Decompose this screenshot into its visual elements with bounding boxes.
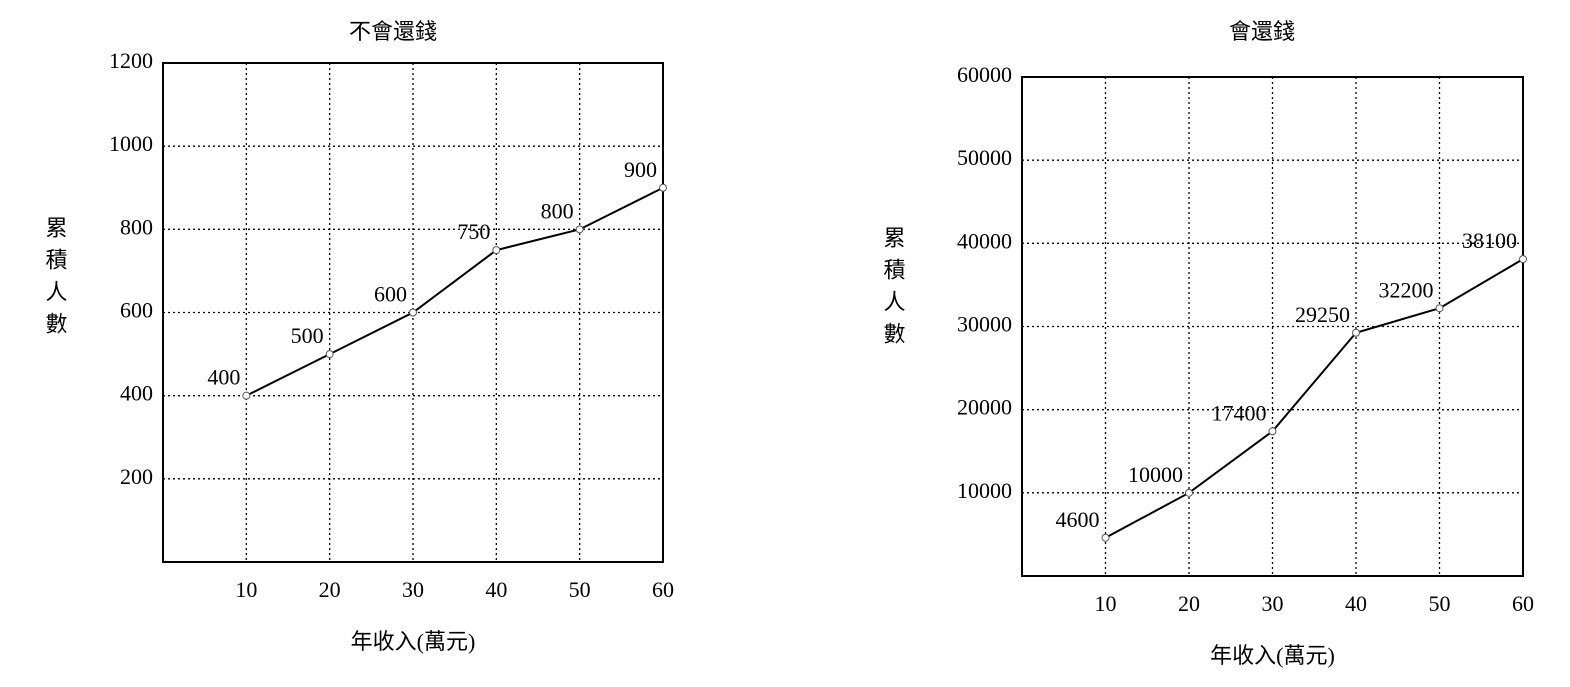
y-tick-label: 10000	[957, 478, 1012, 503]
x-tick-label: 10	[235, 577, 257, 602]
x-tick-label: 30	[1262, 591, 1284, 616]
y-tick-label: 60000	[957, 62, 1012, 87]
point	[1185, 488, 1193, 497]
point	[659, 183, 667, 192]
point	[492, 246, 501, 255]
point	[242, 391, 251, 400]
data-label: 10000	[1128, 462, 1183, 487]
data-label: 29250	[1295, 302, 1350, 327]
y-tick-label: 1200	[109, 48, 153, 73]
plot-frame	[1021, 76, 1524, 577]
x-tick-label: 40	[485, 577, 507, 602]
data-label: 750	[457, 219, 490, 244]
data-label: 800	[541, 198, 574, 223]
data-label: 32200	[1379, 277, 1434, 302]
y-tick-label: 600	[120, 298, 153, 323]
y-tick-label: 800	[120, 214, 153, 239]
chart-title: 不會還錢	[349, 19, 437, 44]
data-label: 900	[624, 157, 657, 182]
point	[409, 308, 417, 317]
x-tick-label: 50	[569, 577, 591, 602]
y-axis-label: 累積人數	[881, 226, 906, 354]
x-axis-label: 年收入(萬元)	[351, 629, 476, 654]
x-tick-label: 40	[1345, 591, 1367, 616]
x-tick-label: 30	[402, 577, 424, 602]
y-tick-label: 30000	[957, 312, 1012, 337]
data-label: 38100	[1462, 228, 1517, 253]
data-label: 17400	[1212, 400, 1267, 425]
y-axis-label: 累積人數	[43, 216, 68, 344]
y-tick-label: 1000	[109, 131, 153, 156]
x-axis-label: 年收入(萬元)	[1210, 643, 1335, 668]
point	[325, 350, 334, 359]
x-tick-label: 50	[1429, 591, 1451, 616]
data-label: 4600	[1056, 507, 1100, 532]
x-tick-label: 20	[319, 577, 341, 602]
x-tick-label: 60	[1512, 591, 1534, 616]
line	[245, 186, 664, 397]
point	[575, 225, 584, 234]
x-tick-label: 10	[1095, 591, 1117, 616]
data-label: 400	[207, 365, 240, 390]
data-label: 500	[291, 323, 324, 348]
y-tick-label: 50000	[957, 145, 1012, 170]
point	[1352, 328, 1360, 337]
y-tick-label: 40000	[957, 228, 1012, 253]
plot-frame	[162, 62, 664, 563]
x-tick-label: 20	[1178, 591, 1200, 616]
y-tick-label: 20000	[957, 395, 1012, 420]
point	[1519, 255, 1527, 264]
line	[1105, 258, 1524, 539]
point	[1268, 427, 1277, 436]
chart-title: 會還錢	[1229, 19, 1295, 44]
point	[1435, 304, 1444, 313]
point	[1101, 533, 1110, 542]
y-tick-label: 400	[120, 381, 153, 406]
data-label: 600	[374, 282, 407, 307]
y-tick-label: 200	[120, 464, 153, 489]
x-tick-label: 60	[652, 577, 674, 602]
